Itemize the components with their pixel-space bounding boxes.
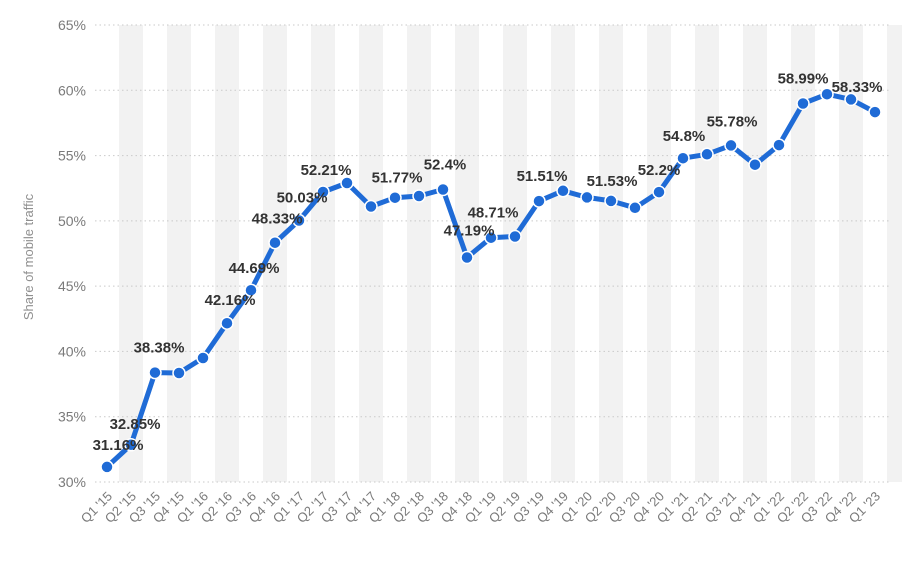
data-point[interactable] bbox=[436, 182, 450, 197]
y-axis-tick-labels: 30% 35% 40% 45% 50% 55% 60% 65% bbox=[58, 17, 86, 490]
point-label: 31.16% bbox=[93, 437, 144, 454]
quarter-stripe bbox=[551, 25, 575, 482]
data-point[interactable] bbox=[700, 147, 714, 162]
data-point[interactable] bbox=[508, 229, 522, 244]
data-point[interactable] bbox=[628, 201, 642, 215]
point-label: 32.85% bbox=[110, 416, 161, 433]
quarter-stripe bbox=[167, 25, 191, 482]
data-point[interactable] bbox=[244, 283, 258, 297]
point-label: 51.77% bbox=[372, 170, 423, 187]
data-point[interactable] bbox=[580, 190, 594, 205]
quarter-stripe bbox=[359, 25, 383, 482]
data-point[interactable] bbox=[268, 235, 282, 250]
y-tick-label: 45% bbox=[58, 278, 86, 294]
point-labels-layer: 31.16% 32.85% 38.38% 42.16% 44.69% 48.33% 50.0… bbox=[93, 71, 883, 454]
data-point[interactable] bbox=[316, 185, 330, 199]
point-label: 48.71% bbox=[468, 205, 519, 222]
y-tick-label: 35% bbox=[58, 409, 86, 425]
data-point[interactable] bbox=[772, 138, 786, 152]
data-point[interactable] bbox=[220, 316, 234, 330]
data-point[interactable] bbox=[340, 176, 354, 190]
point-label: 51.53% bbox=[587, 173, 638, 190]
data-point[interactable] bbox=[460, 250, 474, 265]
quarter-stripe bbox=[215, 25, 239, 482]
quarter-stripe bbox=[743, 25, 767, 482]
point-label: 48.33% bbox=[252, 211, 303, 228]
point-label: 38.38% bbox=[134, 340, 185, 357]
point-label: 52.21% bbox=[301, 162, 352, 179]
data-point[interactable] bbox=[148, 365, 162, 380]
point-label: 55.78% bbox=[707, 113, 758, 130]
point-label: 58.99% bbox=[778, 71, 829, 88]
data-point[interactable] bbox=[172, 366, 186, 380]
data-point[interactable] bbox=[748, 157, 762, 172]
data-point[interactable] bbox=[292, 213, 306, 228]
data-point[interactable] bbox=[796, 96, 810, 111]
stripes-layer bbox=[119, 25, 902, 482]
point-label: 50.03% bbox=[277, 190, 328, 207]
quarter-stripe bbox=[599, 25, 623, 482]
point-label: 52.2% bbox=[638, 162, 681, 179]
point-label: 42.16% bbox=[205, 292, 256, 309]
point-label: 58.33% bbox=[832, 79, 883, 96]
y-tick-label: 60% bbox=[58, 82, 86, 98]
data-point[interactable] bbox=[724, 138, 738, 153]
y-tick-label: 30% bbox=[58, 474, 86, 490]
quarter-stripe bbox=[647, 25, 671, 482]
data-point[interactable] bbox=[388, 190, 402, 205]
data-point[interactable] bbox=[844, 92, 858, 107]
quarter-stripe bbox=[407, 25, 431, 482]
y-tick-label: 55% bbox=[58, 148, 86, 164]
data-point[interactable] bbox=[484, 230, 498, 245]
data-point[interactable] bbox=[124, 438, 138, 452]
data-point[interactable] bbox=[100, 460, 114, 474]
quarter-stripe bbox=[695, 25, 719, 482]
quarter-stripe bbox=[503, 25, 527, 482]
data-point[interactable] bbox=[532, 194, 546, 208]
data-point[interactable] bbox=[604, 194, 618, 208]
data-point[interactable] bbox=[412, 189, 426, 203]
point-label: 44.69% bbox=[229, 260, 280, 277]
series-layer bbox=[100, 87, 882, 474]
grid-layer bbox=[95, 24, 889, 483]
data-point[interactable] bbox=[820, 87, 834, 101]
y-tick-label: 40% bbox=[58, 343, 86, 359]
data-point[interactable] bbox=[364, 199, 378, 214]
point-label: 47.19% bbox=[444, 223, 495, 240]
y-axis-title: Share of mobile traffic bbox=[21, 193, 36, 320]
point-label: 52.4% bbox=[424, 157, 467, 174]
y-tick-label: 65% bbox=[58, 17, 86, 33]
data-point[interactable] bbox=[676, 151, 690, 165]
quarter-stripe bbox=[791, 25, 815, 482]
quarter-stripe bbox=[119, 25, 143, 482]
data-point[interactable] bbox=[652, 185, 666, 199]
data-point[interactable] bbox=[868, 105, 882, 119]
data-point[interactable] bbox=[556, 184, 570, 198]
point-label: 54.8% bbox=[663, 128, 706, 145]
quarter-stripe bbox=[887, 25, 902, 482]
point-label: 51.51% bbox=[517, 168, 568, 185]
quarter-stripe bbox=[311, 25, 335, 482]
data-point[interactable] bbox=[196, 351, 210, 365]
y-tick-label: 50% bbox=[58, 213, 86, 229]
quarter-stripe bbox=[263, 25, 287, 482]
